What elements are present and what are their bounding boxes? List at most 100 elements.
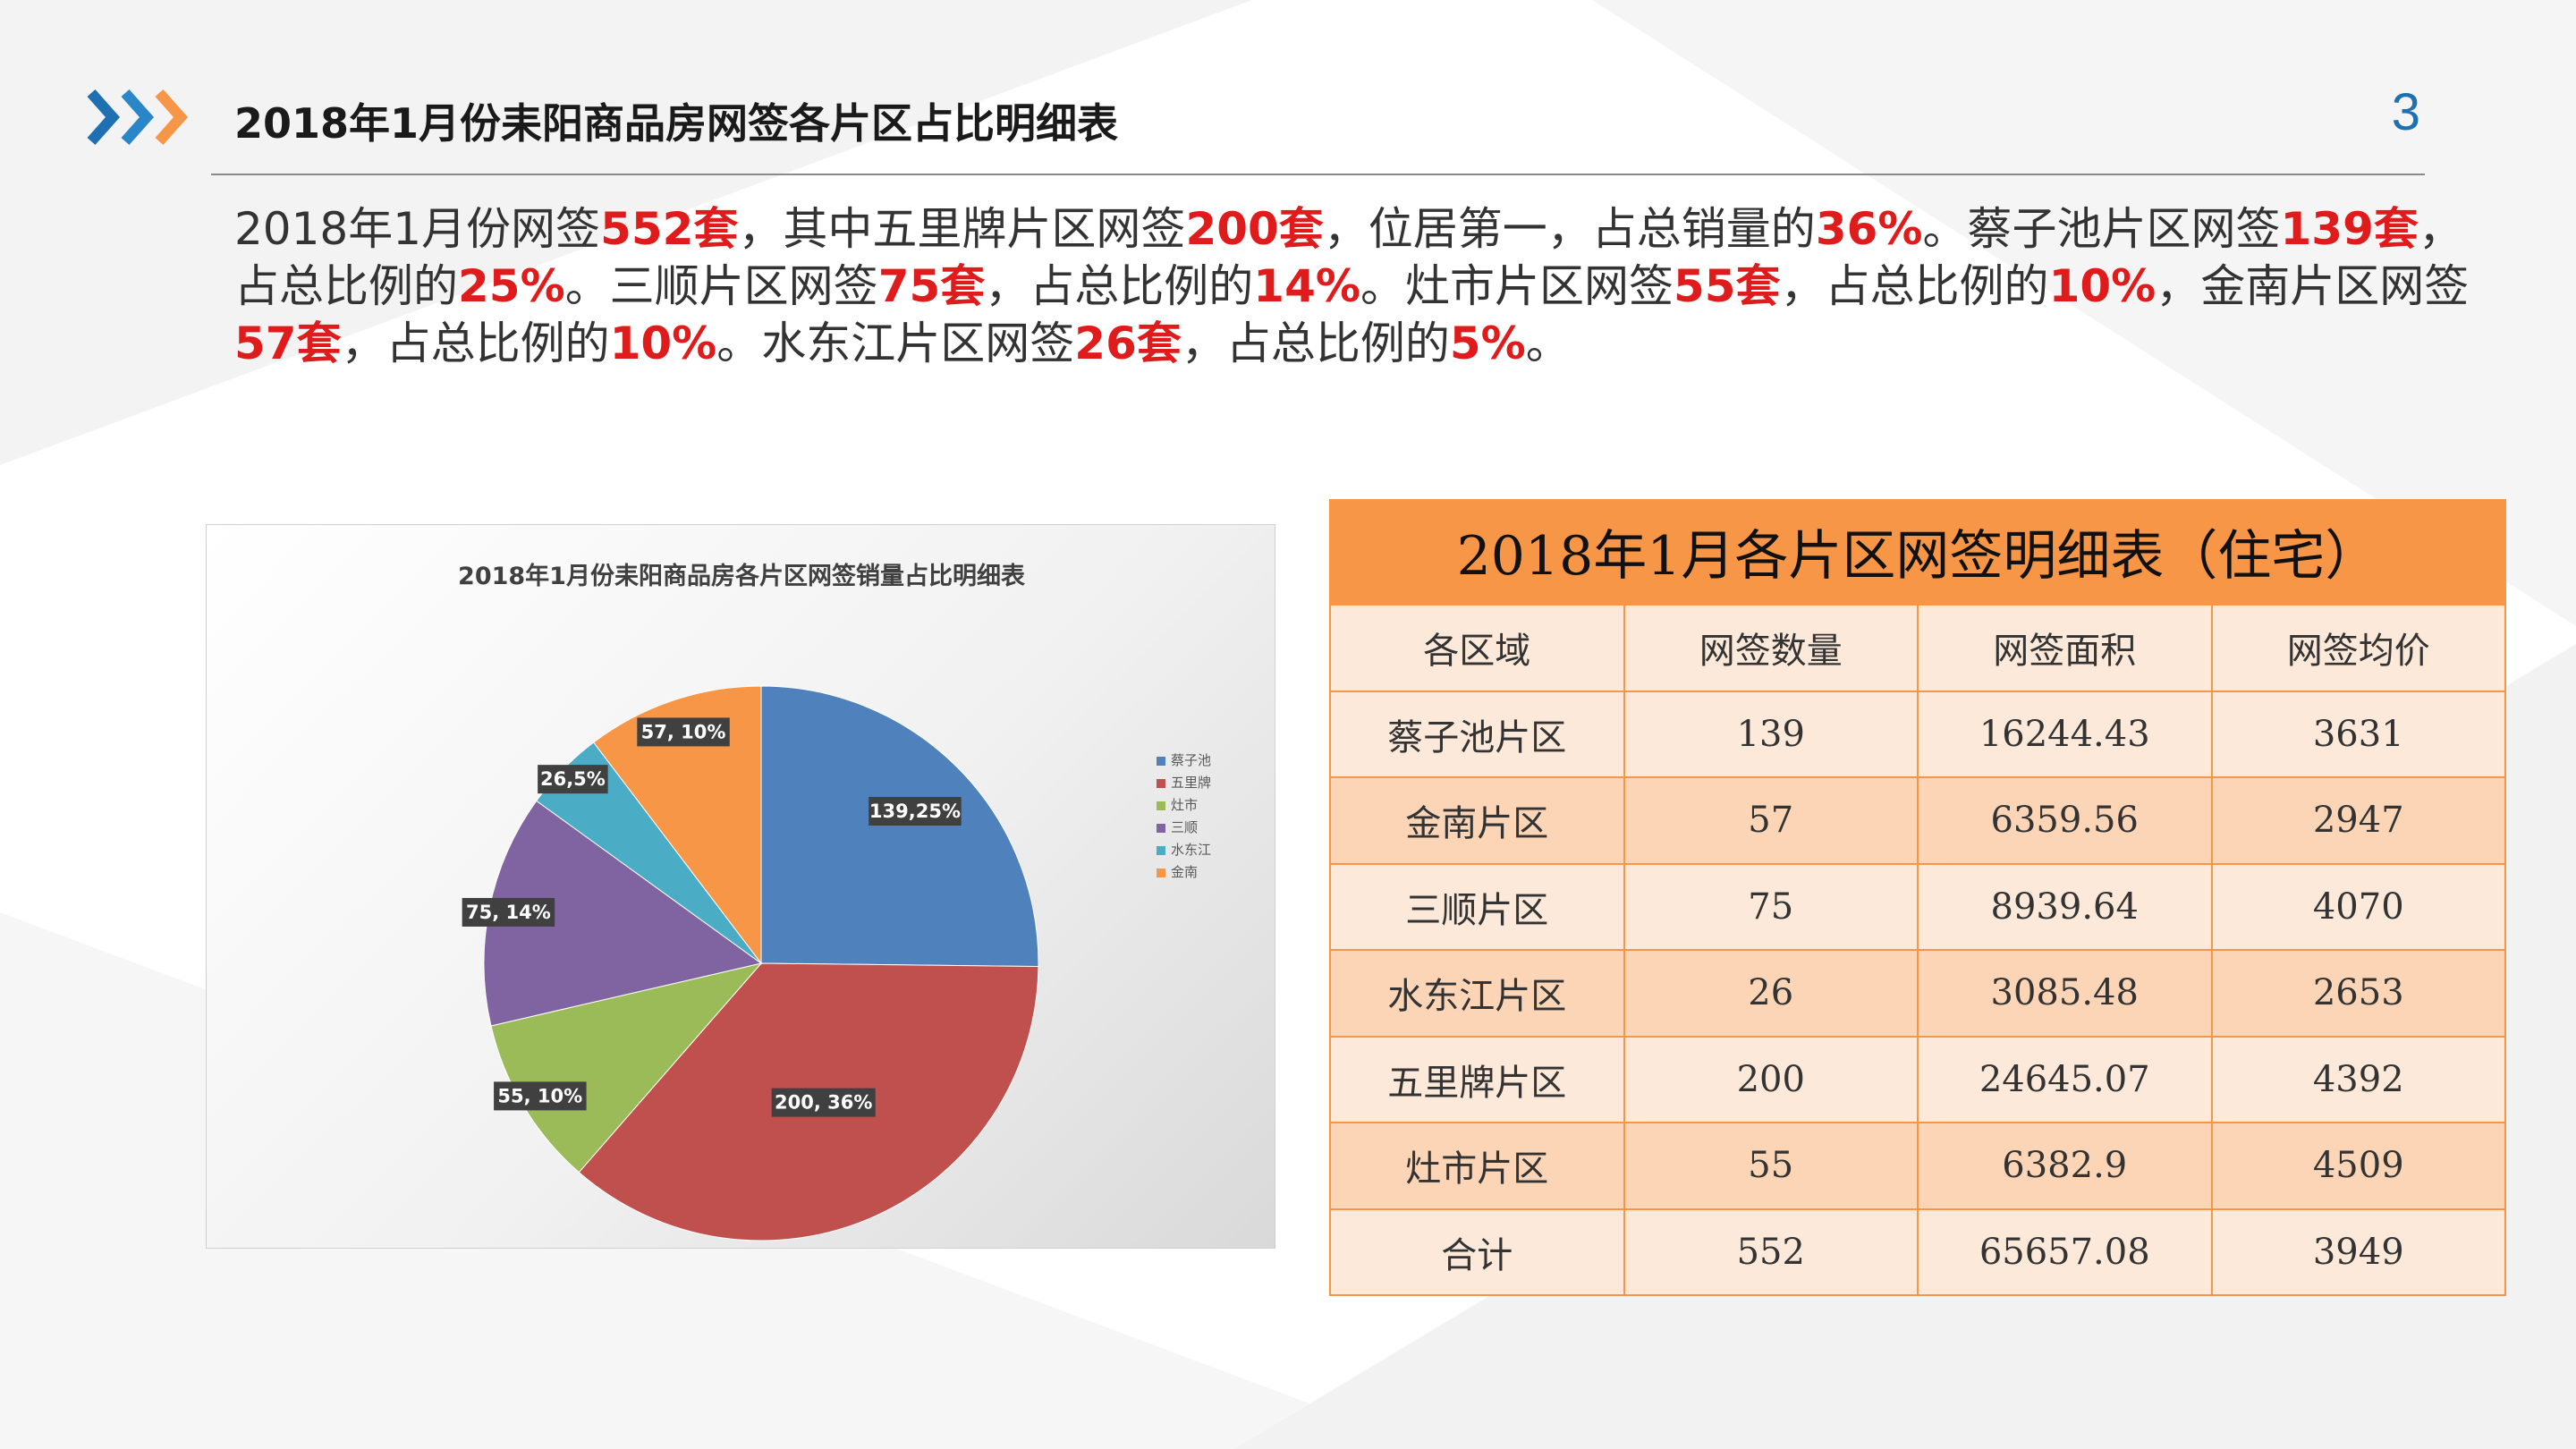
table-row: 水东江片区 26 3085.48 2653 bbox=[1329, 949, 2506, 1038]
pie-chart-panel: 2018年1月份耒阳商品房各片区网签销量占比明细表 139,25% 200, 36… bbox=[206, 524, 1275, 1249]
legend-label-金南: 金南 bbox=[1171, 864, 1198, 880]
table-cell: 75 bbox=[1623, 862, 1919, 951]
table-row: 蔡子池片区 139 16244.43 3631 bbox=[1329, 690, 2506, 778]
legend-swatch-水东江 bbox=[1157, 846, 1165, 855]
summary-highlight: 10% bbox=[2048, 260, 2157, 312]
table-cell: 五里牌片区 bbox=[1329, 1035, 1625, 1123]
table-row: 三顺片区 75 8939.64 4070 bbox=[1329, 862, 2506, 951]
chevrons-icon bbox=[87, 89, 189, 145]
detail-table-panel: 2018年1月各片区网签明细表（住宅） 各区域 网签数量 网签面积 网签均价 蔡子池片… bbox=[1329, 499, 2506, 1298]
summary-text: ，金南片区网签 bbox=[2156, 260, 2470, 312]
data-label-box bbox=[771, 1088, 876, 1117]
summary-highlight: 552套 bbox=[600, 203, 739, 255]
table-cell: 4392 bbox=[2210, 1035, 2506, 1123]
summary-text: 。蔡子池片区网签 bbox=[1922, 203, 2281, 255]
pie-slices bbox=[483, 685, 1039, 1241]
table-header-row: 各区域 网签数量 网签面积 网签均价 bbox=[1329, 604, 2506, 692]
summary-text: ，占总比例的 bbox=[985, 260, 1254, 312]
table-cell: 3631 bbox=[2210, 690, 2506, 778]
summary-highlight: 5% bbox=[1449, 318, 1526, 369]
summary-text: 。 bbox=[1525, 318, 1571, 369]
table-cell: 16244.43 bbox=[1917, 690, 2213, 778]
table-row: 金南片区 57 6359.56 2947 bbox=[1329, 776, 2506, 865]
data-label-box bbox=[462, 897, 555, 927]
chart-title: 2018年1月份耒阳商品房各片区网签销量占比明细表 bbox=[458, 562, 1025, 590]
legend-label-五里牌: 五里牌 bbox=[1171, 775, 1211, 791]
data-label-box bbox=[637, 717, 730, 747]
legend-swatch-金南 bbox=[1157, 869, 1165, 877]
data-label-text: 200, 36% bbox=[775, 1092, 872, 1114]
table-header-cell: 网签数量 bbox=[1623, 604, 1919, 692]
data-label-text: 57, 10% bbox=[641, 721, 726, 742]
table-cell: 3949 bbox=[2210, 1208, 2506, 1296]
table-cell: 24645.07 bbox=[1917, 1035, 2213, 1123]
summary-text: ，位居第一，占总销量的 bbox=[1323, 203, 1816, 255]
detail-table: 各区域 网签数量 网签面积 网签均价 蔡子池片区 139 16244.43 3631 金南片区… bbox=[1329, 604, 2506, 1296]
table-cell: 金南片区 bbox=[1329, 776, 1625, 865]
table-cell: 57 bbox=[1623, 776, 1919, 865]
pie-slice-金南 bbox=[592, 685, 762, 965]
table-cell: 55 bbox=[1623, 1122, 1919, 1210]
summary-text: ，占总比例的 bbox=[341, 318, 610, 369]
summary-highlight: 75套 bbox=[877, 260, 986, 312]
table-cell: 6382.9 bbox=[1917, 1122, 2213, 1210]
table-cell: 552 bbox=[1623, 1208, 1919, 1296]
legend-label-三顺: 三顺 bbox=[1171, 819, 1198, 835]
summary-text: ，占总比例的 bbox=[234, 203, 2463, 312]
data-label-灶市: 55, 10% bbox=[494, 1081, 587, 1111]
summary-highlight: 200套 bbox=[1185, 203, 1324, 255]
data-label-水东江: 26,5% bbox=[538, 765, 608, 794]
data-label-蔡子池: 139,25% bbox=[869, 796, 962, 826]
table-cell: 26 bbox=[1623, 949, 1919, 1038]
legend-swatch-五里牌 bbox=[1157, 779, 1165, 788]
table-cell: 4509 bbox=[2210, 1122, 2506, 1210]
summary-text: ，占总比例的 bbox=[1181, 318, 1450, 369]
table-row: 灶市片区 55 6382.9 4509 bbox=[1329, 1122, 2506, 1210]
legend-swatch-蔡子池 bbox=[1157, 757, 1165, 766]
data-label-text: 75, 14% bbox=[466, 902, 551, 923]
data-label-box bbox=[494, 1081, 587, 1111]
table-cell: 4070 bbox=[2210, 862, 2506, 951]
table-cell: 3085.48 bbox=[1917, 949, 2213, 1038]
table-body: 蔡子池片区 139 16244.43 3631 金南片区 57 6359.56 2947 三顺片… bbox=[1329, 690, 2506, 1296]
table-cell: 灶市片区 bbox=[1329, 1122, 1625, 1210]
legend-label-蔡子池: 蔡子池 bbox=[1171, 752, 1211, 768]
pie-data-labels: 139,25% 200, 36% 55, 10% 75, 14% 26,5% 57, 10… bbox=[462, 717, 962, 1117]
summary-highlight: 139套 bbox=[2280, 203, 2419, 255]
pie-chart: 2018年1月份耒阳商品房各片区网签销量占比明细表 139,25% 200, 36… bbox=[458, 562, 1211, 1241]
page-number: 3 bbox=[2391, 83, 2420, 141]
table-row: 合计 552 65657.08 3949 bbox=[1329, 1208, 2506, 1296]
table-cell: 合计 bbox=[1329, 1208, 1625, 1296]
table-cell: 2653 bbox=[2210, 949, 2506, 1038]
page-title: 2018年1月份耒阳商品房网签各片区占比明细表 bbox=[234, 99, 1119, 148]
data-label-金南: 57, 10% bbox=[637, 717, 730, 747]
summary-text: 。灶市片区网签 bbox=[1360, 260, 1674, 312]
summary-paragraph: 2018年1月份网签552套，其中五里牌片区网签200套，位居第一，占总销量的3… bbox=[234, 200, 2488, 372]
data-label-box bbox=[538, 765, 608, 794]
data-label-text: 139,25% bbox=[869, 801, 961, 822]
pie-slice-蔡子池 bbox=[760, 685, 1039, 968]
summary-highlight: 55套 bbox=[1673, 260, 1781, 312]
summary-highlight: 57套 bbox=[234, 318, 342, 369]
data-label-box bbox=[869, 796, 962, 826]
table-cell: 200 bbox=[1623, 1035, 1919, 1123]
summary-text: ，占总比例的 bbox=[1780, 260, 2049, 312]
summary-highlight: 36% bbox=[1815, 203, 1923, 255]
summary-highlight: 26套 bbox=[1074, 318, 1182, 369]
summary-highlight: 14% bbox=[1253, 260, 1360, 312]
table-cell: 8939.64 bbox=[1917, 862, 2213, 951]
summary-text: ，其中五里牌片区网签 bbox=[738, 203, 1186, 255]
data-label-五里牌: 200, 36% bbox=[771, 1088, 876, 1117]
table-cell: 2947 bbox=[2210, 776, 2506, 865]
table-cell: 65657.08 bbox=[1917, 1208, 2213, 1296]
table-header-cell: 各区域 bbox=[1329, 604, 1625, 692]
legend-swatch-灶市 bbox=[1157, 801, 1165, 810]
table-title: 2018年1月各片区网签明细表（住宅） bbox=[1329, 499, 2506, 604]
table-header-cell: 网签面积 bbox=[1917, 604, 2213, 692]
table-cell: 水东江片区 bbox=[1329, 949, 1625, 1038]
table-header-cell: 网签均价 bbox=[2210, 604, 2506, 692]
summary-text: 。水东江片区网签 bbox=[716, 318, 1075, 369]
summary-highlight: 25% bbox=[458, 260, 565, 312]
data-label-三顺: 75, 14% bbox=[462, 897, 555, 927]
